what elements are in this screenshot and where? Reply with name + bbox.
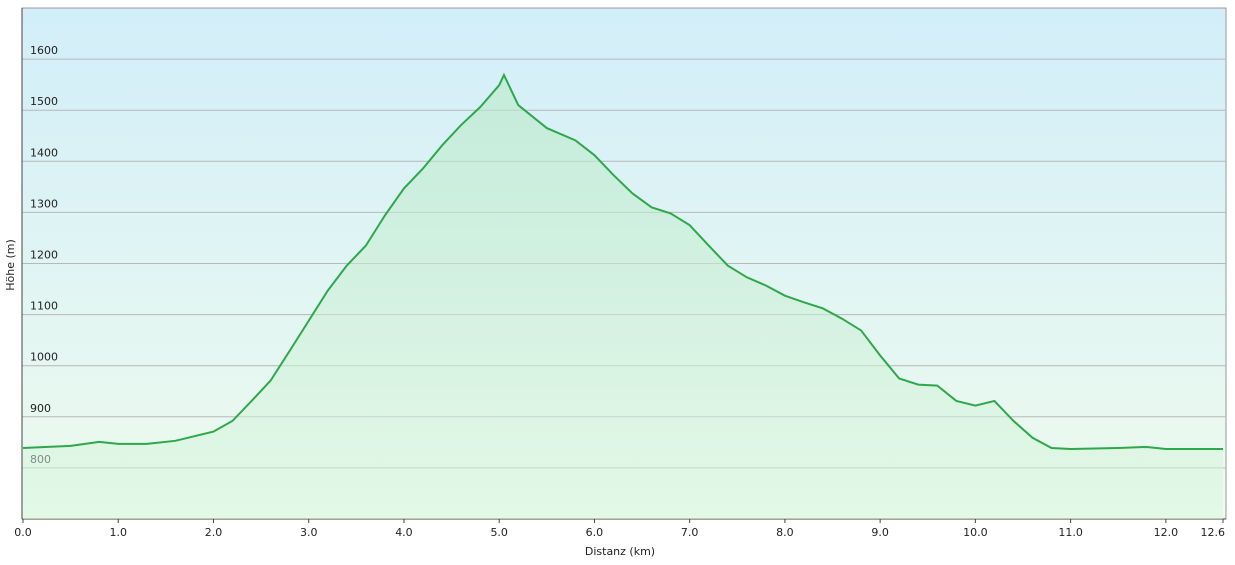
- y-tick-label: 1300: [30, 197, 58, 210]
- y-tick-label: 1100: [30, 300, 58, 313]
- x-tick-label: 9.0: [871, 526, 889, 539]
- x-tick-label: 5.0: [490, 526, 508, 539]
- y-axis-label: Höhe (m): [4, 239, 17, 291]
- x-tick-label: 0.0: [14, 526, 32, 539]
- x-tick-label: 3.0: [300, 526, 318, 539]
- x-tick-label: 10.0: [963, 526, 988, 539]
- y-tick-label: 1500: [30, 95, 58, 108]
- area: [23, 74, 1223, 519]
- x-tick-label: 4.0: [395, 526, 413, 539]
- x-tick-label: 6.0: [586, 526, 604, 539]
- y-tick-label: 900: [30, 402, 51, 415]
- x-tick-label: 7.0: [681, 526, 699, 539]
- line: [22, 72, 1223, 450]
- x-tick-label: 2.0: [205, 526, 223, 539]
- x-tick-label: 12.6: [1201, 526, 1226, 539]
- y-tick-label: 1600: [30, 44, 58, 57]
- x-tick-label: 11.0: [1058, 526, 1083, 539]
- x-axis-label: Distanz (km): [585, 545, 655, 558]
- y-tick-label: 1400: [30, 146, 58, 159]
- x-tick-label: 12.0: [1154, 526, 1179, 539]
- y-tick-label: 1200: [30, 249, 58, 262]
- x-tick-label: 8.0: [776, 526, 794, 539]
- x-tick-label: 1.0: [109, 526, 127, 539]
- y-tick-label: 1000: [30, 351, 58, 364]
